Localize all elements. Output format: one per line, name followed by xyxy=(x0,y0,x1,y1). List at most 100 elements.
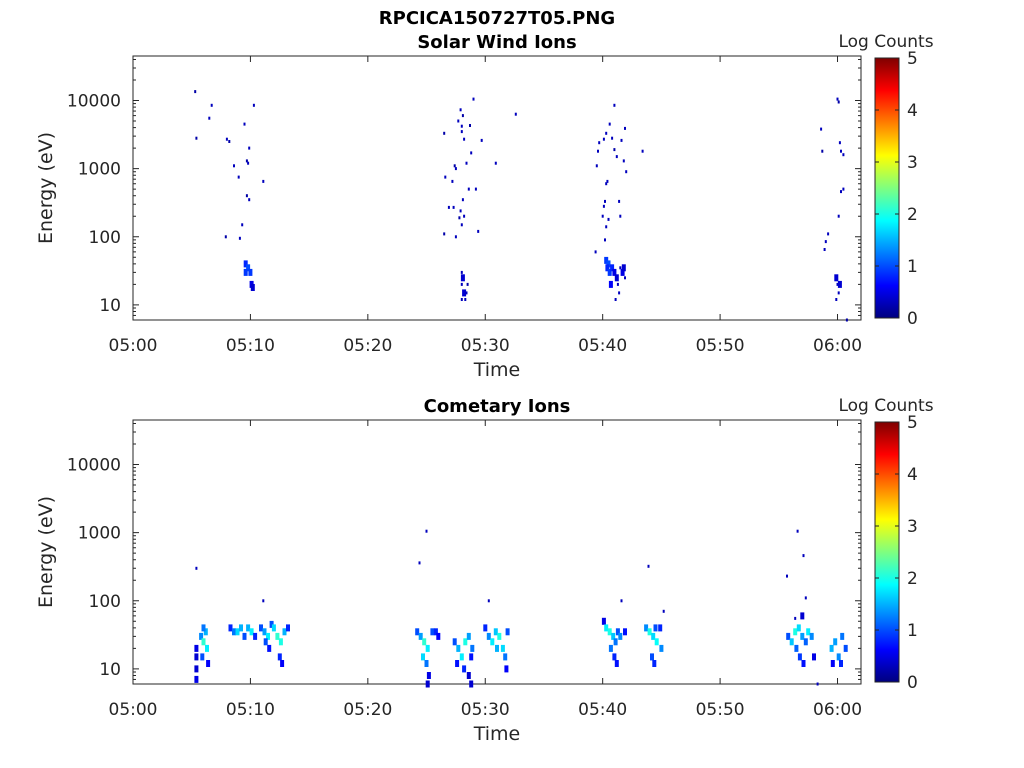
data-cell xyxy=(469,653,474,661)
data-cell xyxy=(266,632,270,640)
data-cell xyxy=(208,116,211,120)
data-cell xyxy=(447,205,450,209)
data-cell xyxy=(829,644,834,652)
data-cell xyxy=(243,268,248,276)
data-cell xyxy=(286,624,290,632)
data-cell xyxy=(641,149,644,153)
data-cell xyxy=(199,632,204,640)
data-cell xyxy=(456,644,461,652)
colorbar-ticks: 0 1 2 3 4 5 xyxy=(875,413,918,693)
data-cell xyxy=(611,136,614,140)
data-cell xyxy=(224,235,227,239)
x-tick-label: 06:00 xyxy=(813,700,862,720)
panel-cometary: Cometary Ions 05:00 05:10 05:20 05:30 05:40 0… xyxy=(35,396,934,745)
data-cell xyxy=(505,628,510,636)
data-cell xyxy=(796,624,801,632)
colorbar-tick-label: 0 xyxy=(907,309,918,329)
data-cell xyxy=(469,680,474,688)
data-cell xyxy=(460,223,463,227)
data-cell xyxy=(605,264,610,272)
colorbar-tick-label: 1 xyxy=(907,621,918,641)
data-cell xyxy=(602,204,605,208)
data-cell xyxy=(418,632,423,640)
data-cell xyxy=(228,140,231,143)
y-axis-label: Energy (eV) xyxy=(35,132,57,244)
colorbar-ticks: 0 1 2 3 4 5 xyxy=(875,49,918,329)
colorbar-tick-label: 0 xyxy=(907,673,918,693)
data-cell xyxy=(194,90,197,94)
data-cell xyxy=(194,653,199,661)
data-cell xyxy=(843,644,848,652)
data-cell xyxy=(619,266,622,270)
data-cell xyxy=(452,638,457,646)
data-cell xyxy=(823,248,826,251)
data-cell xyxy=(425,644,430,652)
x-tick-label: 05:50 xyxy=(696,336,745,356)
data-cell xyxy=(812,653,816,661)
plot-area xyxy=(132,55,862,321)
data-cell xyxy=(618,199,621,203)
y-tick-label: 100 xyxy=(89,592,121,612)
data-cell xyxy=(836,97,839,101)
data-cell xyxy=(200,653,205,661)
colorbar xyxy=(874,57,900,319)
data-cell xyxy=(824,240,827,244)
y-axis: 10 100 1000 10000 xyxy=(67,422,861,685)
data-cell xyxy=(452,205,455,209)
data-cell xyxy=(652,660,657,667)
data-cell xyxy=(658,624,663,632)
data-cell xyxy=(842,153,845,157)
data-cell xyxy=(821,149,824,153)
data-cell xyxy=(443,131,446,135)
colorbar-label: Log Counts xyxy=(838,396,933,416)
data-cell xyxy=(459,108,462,112)
data-cell xyxy=(794,616,797,620)
data-cell xyxy=(608,280,613,288)
data-cell xyxy=(252,103,255,107)
data-cell xyxy=(461,198,464,202)
data-cell xyxy=(621,264,626,272)
data-cell xyxy=(601,214,604,218)
data-cell xyxy=(595,164,598,168)
data-cell xyxy=(248,268,253,276)
data-cell xyxy=(611,632,616,640)
x-tick-label: 05:30 xyxy=(461,336,510,356)
data-cell xyxy=(228,624,233,632)
data-cell xyxy=(267,644,272,652)
colorbar-tick-label: 5 xyxy=(907,413,918,433)
data-cell xyxy=(605,225,608,229)
data-cell xyxy=(243,122,246,126)
data-cell xyxy=(242,632,247,640)
data-cell xyxy=(840,149,842,153)
x-tick-label: 05:40 xyxy=(578,336,627,356)
colorbar-label: Log Counts xyxy=(838,32,933,52)
data-cell xyxy=(253,632,258,640)
data-cell xyxy=(800,632,805,640)
data-cell xyxy=(205,644,209,652)
colorbar-tick-label: 2 xyxy=(907,569,918,589)
data-cell xyxy=(250,284,255,291)
data-cell xyxy=(615,155,618,159)
data-cell xyxy=(466,282,469,286)
data-cell xyxy=(472,97,475,101)
data-cell xyxy=(460,274,465,282)
data-cell xyxy=(786,632,791,640)
data-cell xyxy=(269,620,274,628)
data-cell xyxy=(282,628,287,636)
data-cell xyxy=(465,161,468,165)
data-cell xyxy=(477,229,480,233)
data-cell xyxy=(194,675,199,683)
data-cell xyxy=(474,187,477,191)
data-cell xyxy=(436,632,441,640)
data-cell xyxy=(463,214,466,218)
data-cell xyxy=(275,632,280,640)
data-cell xyxy=(467,187,470,191)
data-cell xyxy=(594,250,597,254)
y-axis: 10 100 1000 10000 xyxy=(67,58,861,321)
x-axis-label: Time xyxy=(473,359,521,381)
data-cell xyxy=(464,298,467,301)
data-cell xyxy=(453,164,456,168)
data-cell xyxy=(466,632,471,640)
data-cell xyxy=(458,216,461,220)
